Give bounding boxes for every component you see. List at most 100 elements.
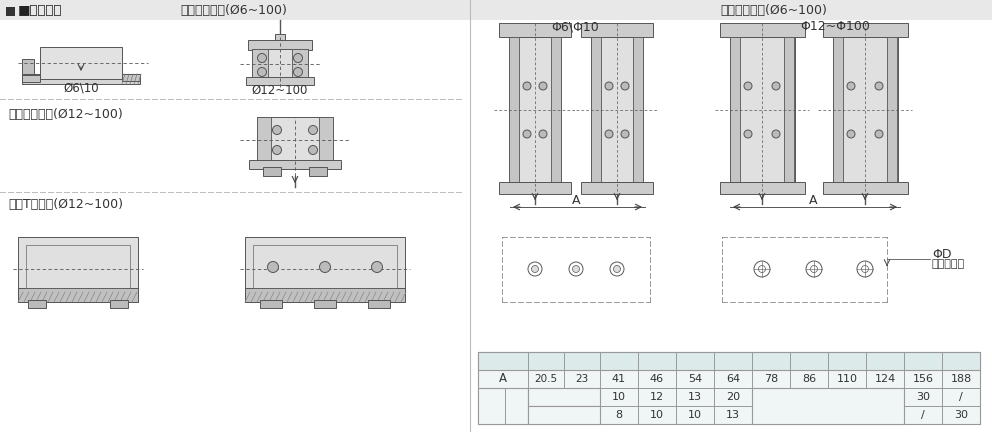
Text: Ø12~100: Ø12~100 <box>252 83 309 96</box>
Circle shape <box>744 82 752 90</box>
Bar <box>309 167 327 176</box>
Text: 23: 23 <box>575 374 588 384</box>
Circle shape <box>294 54 303 63</box>
Text: 20.5: 20.5 <box>535 374 558 384</box>
Text: 50: 50 <box>840 356 854 366</box>
Circle shape <box>875 82 883 90</box>
Bar <box>509 37 519 182</box>
Bar <box>499 23 571 37</box>
Bar <box>528 388 600 406</box>
Circle shape <box>847 82 855 90</box>
Circle shape <box>572 266 579 273</box>
Bar <box>823 23 908 37</box>
Bar <box>257 117 333 162</box>
Bar <box>40 47 122 79</box>
Circle shape <box>523 130 531 138</box>
Text: 41: 41 <box>612 374 626 384</box>
Text: 后面螺丝固定(Ø6~100): 后面螺丝固定(Ø6~100) <box>720 4 827 18</box>
Bar <box>26 245 130 288</box>
Bar <box>478 352 980 424</box>
Bar <box>833 37 843 182</box>
Circle shape <box>744 130 752 138</box>
Circle shape <box>273 126 282 134</box>
Text: 30: 30 <box>954 410 968 420</box>
Text: A: A <box>571 194 580 206</box>
Circle shape <box>605 130 613 138</box>
Text: 12: 12 <box>612 356 626 366</box>
Bar <box>245 288 405 302</box>
Text: 不需要: 不需要 <box>555 392 573 402</box>
Bar <box>319 117 333 162</box>
Text: 顶面螺丝固定(Ø6~100): 顶面螺丝固定(Ø6~100) <box>180 4 287 18</box>
Text: 10: 10 <box>575 356 589 366</box>
Text: 12: 12 <box>650 392 664 402</box>
Text: 124: 124 <box>874 374 896 384</box>
Text: Φ12~Φ100: Φ12~Φ100 <box>801 20 870 34</box>
Bar <box>730 37 740 182</box>
Text: Φ6\Φ10: Φ6\Φ10 <box>552 20 599 34</box>
Bar <box>887 37 897 182</box>
Text: 46: 46 <box>650 374 664 384</box>
Circle shape <box>523 82 531 90</box>
Circle shape <box>319 261 330 273</box>
Bar <box>22 74 140 84</box>
Bar <box>260 300 282 308</box>
Circle shape <box>539 82 547 90</box>
Bar <box>581 23 653 37</box>
Bar <box>551 37 561 182</box>
Text: 25: 25 <box>726 356 740 366</box>
Text: TCL: TCL <box>504 410 523 420</box>
Bar <box>730 37 795 182</box>
Bar <box>18 288 138 302</box>
Text: 86: 86 <box>802 374 816 384</box>
Text: Ø6\10: Ø6\10 <box>63 82 99 95</box>
Text: ΦD: ΦD <box>932 248 951 260</box>
Circle shape <box>309 126 317 134</box>
Bar <box>720 182 805 194</box>
Bar <box>246 77 314 85</box>
Bar <box>263 167 281 176</box>
Text: (Min): (Min) <box>480 401 506 411</box>
Text: 30: 30 <box>916 392 930 402</box>
Text: A: A <box>499 372 507 385</box>
Text: 底面T形固定(Ø12~100): 底面T形固定(Ø12~100) <box>8 197 123 210</box>
Circle shape <box>621 82 629 90</box>
Bar <box>509 37 561 182</box>
Text: 54: 54 <box>687 374 702 384</box>
Bar <box>248 40 312 50</box>
Text: A: A <box>808 194 817 206</box>
Circle shape <box>605 82 613 90</box>
Bar <box>110 300 128 308</box>
Text: 20: 20 <box>687 356 702 366</box>
Bar <box>478 388 528 424</box>
Bar <box>292 49 308 79</box>
Text: 10: 10 <box>650 410 664 420</box>
Bar <box>784 37 794 182</box>
Circle shape <box>539 130 547 138</box>
Bar <box>253 245 397 288</box>
Bar <box>28 300 46 308</box>
Text: 8: 8 <box>615 410 623 420</box>
Circle shape <box>258 67 267 76</box>
Circle shape <box>875 130 883 138</box>
Text: 40: 40 <box>802 356 816 366</box>
Text: 188: 188 <box>950 374 971 384</box>
Text: 符号\缸径: 符号\缸径 <box>489 354 517 364</box>
Bar <box>499 182 571 194</box>
Circle shape <box>772 130 780 138</box>
Circle shape <box>772 82 780 90</box>
Circle shape <box>258 54 267 63</box>
Text: 32: 32 <box>764 356 778 366</box>
Bar <box>22 59 34 74</box>
Text: 10: 10 <box>688 410 702 420</box>
Text: D: D <box>489 392 497 402</box>
Bar <box>252 49 308 79</box>
Bar <box>720 23 805 37</box>
Bar <box>752 388 904 424</box>
Circle shape <box>268 261 279 273</box>
Bar <box>257 117 271 162</box>
Bar <box>18 237 138 302</box>
Circle shape <box>309 146 317 155</box>
Text: 16: 16 <box>650 356 664 366</box>
Circle shape <box>532 266 539 273</box>
